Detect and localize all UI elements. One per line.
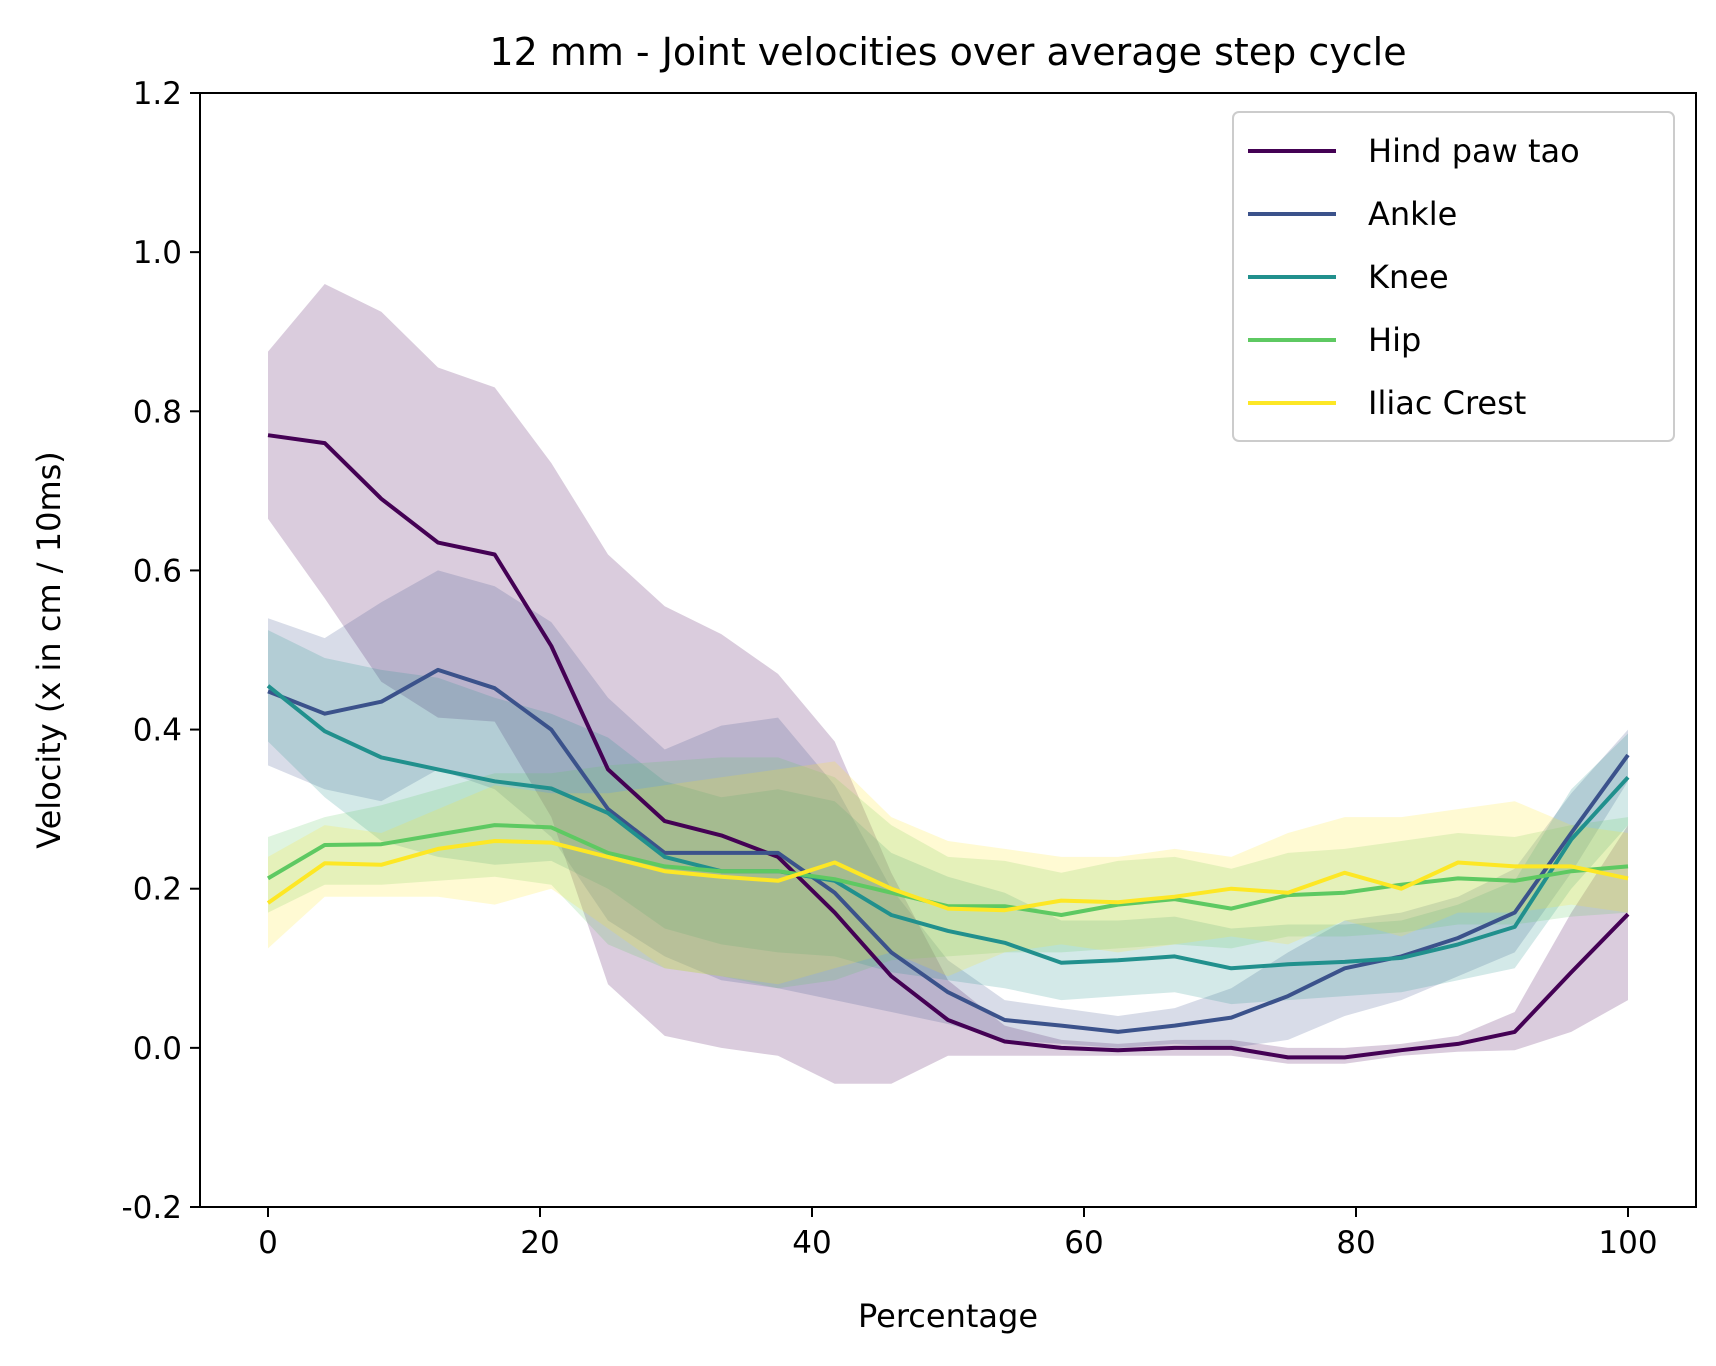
y-tick-label: 1.0 — [133, 235, 182, 271]
band-iliac-crest — [268, 761, 1628, 985]
plot-frame — [199, 92, 1697, 1208]
legend-box — [1232, 111, 1675, 442]
y-tick-label: 0.0 — [133, 1031, 182, 1067]
legend-label-knee: Knee — [1368, 258, 1449, 296]
y-axis-ticks: -0.2 0.0 0.2 0.4 0.6 0.8 1.0 1.2 — [122, 76, 200, 1226]
y-tick-label: 0.2 — [133, 872, 182, 908]
x-tick-label: 20 — [520, 1225, 559, 1261]
y-tick-label: 0.8 — [133, 394, 182, 430]
band-ankle — [268, 570, 1628, 1048]
y-tick-label: 1.2 — [133, 76, 182, 112]
x-axis-label: Percentage — [858, 1297, 1038, 1335]
x-tick-label: 100 — [1598, 1225, 1657, 1261]
chart-title: 12 mm - Joint velocities over average st… — [489, 30, 1406, 74]
legend-label-iliac-crest: Iliac Crest — [1368, 384, 1526, 422]
legend-label-hind-paw-tao: Hind paw tao — [1368, 132, 1580, 170]
legend-label-hip: Hip — [1368, 321, 1421, 359]
y-tick-label: -0.2 — [122, 1190, 183, 1226]
x-tick-label: 80 — [1336, 1225, 1375, 1261]
x-tick-label: 60 — [1064, 1225, 1103, 1261]
series-line-hip — [266, 823, 1629, 917]
x-tick-label: 0 — [258, 1225, 278, 1261]
legend-label-ankle: Ankle — [1368, 195, 1457, 233]
y-tick-label: 0.4 — [133, 713, 182, 749]
series-line-iliac-crest — [266, 839, 1629, 913]
series-line-hind-paw-tao — [267, 433, 1630, 1060]
series-lines — [266, 433, 1630, 1060]
series-line-knee — [266, 684, 1630, 971]
x-axis-ticks: 0 20 40 60 80 100 — [258, 1207, 1658, 1261]
y-axis-label: Velocity (x in cm / 10ms) — [30, 451, 68, 849]
legend: Hind paw tao Ankle Knee Hip Iliac Crest — [1232, 111, 1675, 442]
band-hind-paw-tao — [268, 284, 1628, 1084]
y-tick-label: 0.6 — [133, 553, 182, 589]
x-tick-label: 40 — [792, 1225, 831, 1261]
